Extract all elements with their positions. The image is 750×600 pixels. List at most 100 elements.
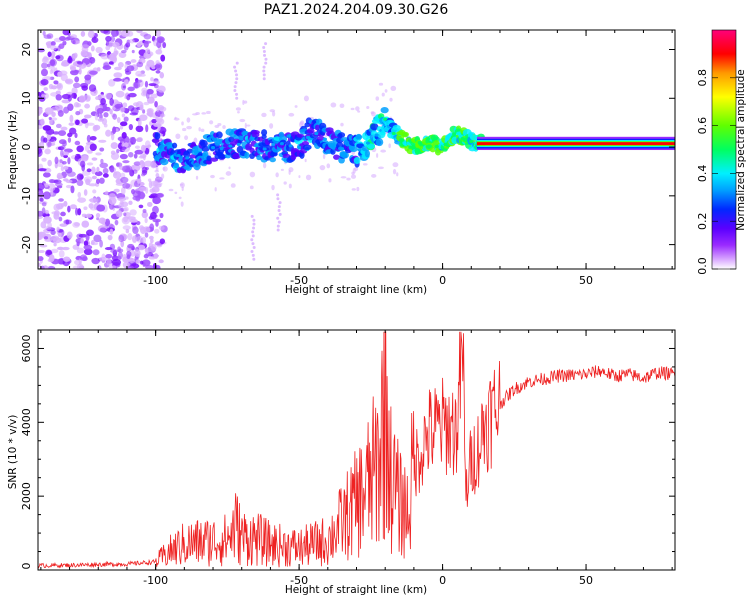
noise-speck xyxy=(134,149,144,155)
stable-band-stripe xyxy=(477,147,675,149)
noise-speck xyxy=(252,218,256,222)
noise-speck xyxy=(71,87,78,95)
noise-speck xyxy=(389,97,393,102)
noise-speck xyxy=(57,109,64,117)
noise-speck xyxy=(78,95,86,103)
ridge-core xyxy=(297,145,302,149)
noise-speck xyxy=(69,204,77,210)
noise-speck xyxy=(74,76,80,83)
noise-speck xyxy=(53,203,61,212)
noise-speck xyxy=(355,106,360,111)
stable-band-stripe xyxy=(477,146,675,148)
noise-speck xyxy=(135,125,144,133)
noise-speck xyxy=(57,130,67,136)
noise-speck xyxy=(148,195,156,199)
noise-speck xyxy=(288,183,292,189)
noise-speck xyxy=(131,49,135,54)
noise-speck xyxy=(234,81,238,85)
noise-speck xyxy=(50,41,56,46)
noise-speck xyxy=(113,72,123,78)
noise-speck xyxy=(91,157,98,161)
noise-speck xyxy=(115,210,123,218)
noise-speck xyxy=(200,128,205,133)
noise-speck xyxy=(72,53,78,59)
noise-speck xyxy=(67,137,72,143)
noise-speck xyxy=(38,182,45,191)
noise-speck xyxy=(128,257,136,263)
ridge-blob xyxy=(269,157,276,163)
noise-speck xyxy=(58,36,66,42)
ridge-core xyxy=(305,135,310,140)
noise-speck xyxy=(84,144,90,152)
noise-speck xyxy=(56,175,64,180)
noise-speck xyxy=(139,104,144,111)
noise-speck xyxy=(91,257,100,265)
noise-speck xyxy=(59,223,68,227)
noise-speck xyxy=(252,226,256,230)
snr-y-label: SNR (10 * v/v) xyxy=(7,415,19,490)
ridge-blob xyxy=(429,147,437,153)
noise-speck xyxy=(119,153,128,160)
noise-speck xyxy=(155,30,161,38)
ridge-blob xyxy=(193,162,201,171)
noise-speck xyxy=(250,249,254,253)
noise-speck xyxy=(184,135,189,141)
noise-speck xyxy=(61,246,70,251)
y-tick-label: 2000 xyxy=(20,482,33,510)
noise-speck xyxy=(92,249,100,256)
ridge-core xyxy=(340,147,345,151)
noise-speck xyxy=(251,234,255,238)
noise-speck xyxy=(251,253,255,257)
ridge-blob xyxy=(232,152,241,160)
noise-speck xyxy=(102,167,109,174)
noise-speck xyxy=(328,178,332,183)
noise-speck xyxy=(69,114,74,123)
noise-speck xyxy=(105,190,109,196)
snr-plot-frame xyxy=(37,329,676,571)
noise-speck xyxy=(155,166,159,172)
noise-speck xyxy=(160,113,166,118)
ridge-blob xyxy=(261,129,268,136)
ridge-blob xyxy=(261,134,267,140)
noise-speck xyxy=(174,191,178,195)
noise-speck xyxy=(350,107,355,111)
noise-speck xyxy=(96,166,100,173)
noise-speck xyxy=(262,69,266,73)
noise-speck xyxy=(68,122,75,126)
noise-speck xyxy=(134,249,141,257)
noise-speck xyxy=(157,182,163,186)
noise-speck xyxy=(278,212,282,216)
snr-series xyxy=(38,331,675,569)
noise-speck xyxy=(115,162,123,168)
noise-speck xyxy=(65,179,73,184)
noise-speck xyxy=(66,171,76,177)
stable-band-stripe xyxy=(477,141,675,143)
noise-speck xyxy=(56,226,60,232)
noise-speck xyxy=(133,161,142,166)
noise-speck xyxy=(58,216,63,222)
noise-speck xyxy=(76,61,84,65)
noise-speck xyxy=(159,72,165,79)
noise-speck xyxy=(65,78,74,85)
noise-speck xyxy=(53,80,59,85)
noise-speck xyxy=(122,102,128,108)
noise-speck xyxy=(70,185,75,194)
noise-speck xyxy=(137,73,146,77)
noise-speck xyxy=(136,30,143,34)
ridge-core xyxy=(176,154,181,158)
ridge-core xyxy=(374,133,379,137)
noise-speck xyxy=(155,60,160,66)
noise-speck xyxy=(77,208,82,216)
noise-speck xyxy=(251,242,255,246)
ridge-core xyxy=(426,137,431,141)
noise-speck xyxy=(88,183,97,187)
noise-speck xyxy=(186,117,191,123)
colorbar-tick-label: 0.8 xyxy=(696,69,709,87)
noise-speck xyxy=(143,160,153,167)
noise-speck xyxy=(83,240,89,247)
noise-speck xyxy=(81,85,88,91)
noise-speck xyxy=(81,213,87,218)
noise-speck xyxy=(100,53,110,60)
ridge-core xyxy=(219,146,224,151)
noise-speck xyxy=(376,153,379,158)
